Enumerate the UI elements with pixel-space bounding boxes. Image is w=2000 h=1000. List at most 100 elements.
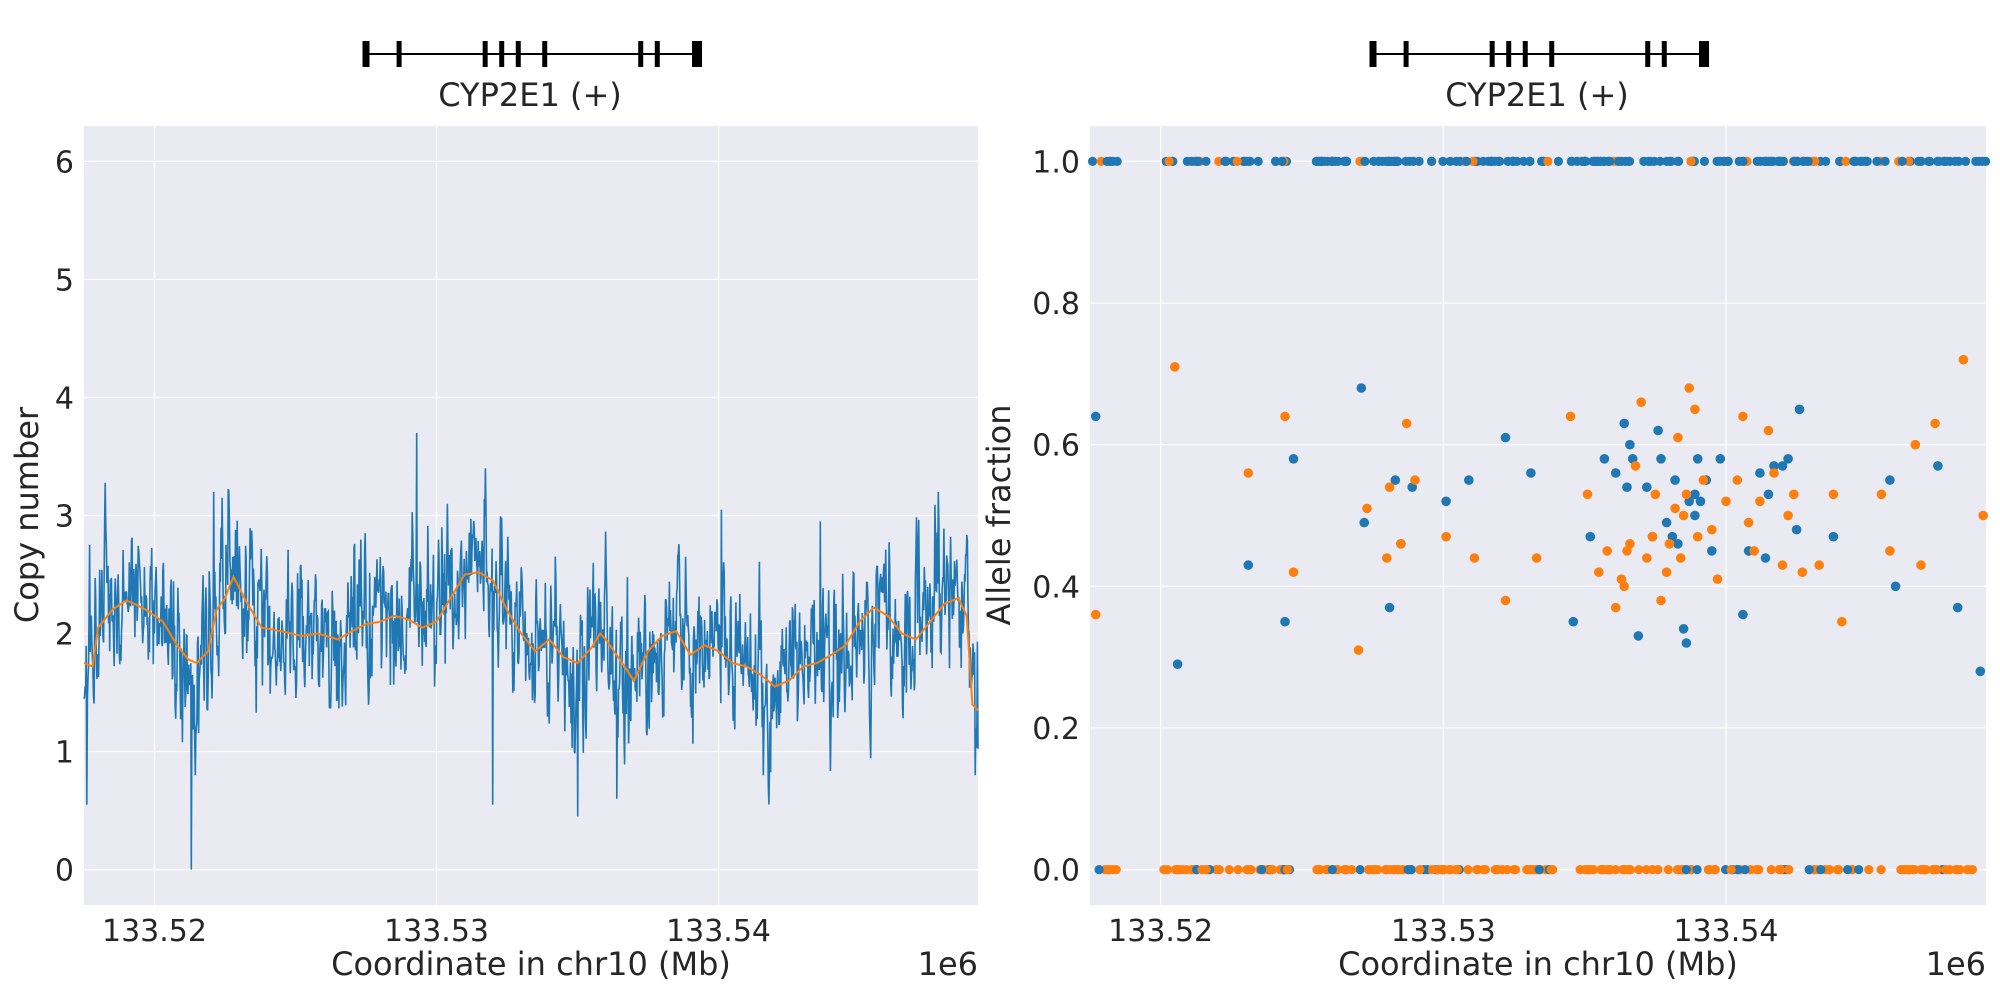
band-point	[1503, 156, 1513, 167]
data-point	[1582, 489, 1593, 500]
band-point	[1282, 864, 1292, 875]
y-tick-label: 6	[55, 145, 74, 180]
band-point	[1726, 864, 1736, 875]
data-point	[1653, 425, 1663, 436]
gene-exon	[1549, 41, 1555, 67]
band-point	[1525, 156, 1535, 167]
data-point	[1916, 560, 1926, 570]
gene-exon	[1369, 41, 1377, 67]
copy-number-panel: CYP2E1 (+) 133.52 133.53 133.54 0 1 2 3 4 5 6 Co…	[8, 41, 979, 983]
x-axis-label: Coordinate in chr10 (Mb)	[331, 945, 731, 983]
band-point	[1681, 864, 1691, 875]
data-point	[1732, 475, 1743, 485]
data-point	[1390, 475, 1401, 485]
data-point	[1594, 567, 1604, 577]
band-point	[1639, 156, 1649, 167]
data-point	[1684, 383, 1694, 393]
data-point	[1353, 645, 1364, 655]
data-point	[1783, 454, 1793, 464]
data-point	[1531, 553, 1542, 563]
gene-exon	[638, 41, 644, 67]
band-point	[1901, 864, 1911, 875]
band-point	[1480, 864, 1490, 875]
band-point	[1803, 156, 1813, 167]
band-point	[1104, 864, 1114, 875]
gene-exon	[1645, 41, 1651, 67]
data-point	[1619, 581, 1629, 592]
y-tick-label: 0.6	[1032, 429, 1080, 464]
gene-exon	[692, 41, 703, 67]
data-point	[1656, 595, 1666, 606]
band-point	[1611, 864, 1621, 875]
grid	[84, 126, 978, 905]
band-point	[1833, 864, 1844, 875]
band-point	[1162, 864, 1173, 875]
band-point	[1699, 156, 1709, 167]
band-point	[1333, 156, 1343, 167]
data-point	[1930, 418, 1940, 429]
y-axis-label: Copy number	[8, 406, 46, 623]
data-point	[1384, 482, 1395, 493]
band-point	[1876, 864, 1886, 875]
band-point	[1577, 156, 1587, 167]
band-point	[1164, 156, 1174, 167]
band-point	[1897, 156, 1907, 167]
data-point	[1828, 489, 1839, 500]
band-point	[1955, 864, 1965, 875]
band-point	[1774, 864, 1784, 875]
x-tick-labels: 133.52 133.53 133.54	[1108, 914, 1778, 949]
band-point	[1512, 156, 1522, 167]
data-point	[1565, 411, 1576, 422]
plot-area	[1090, 126, 1986, 905]
x-tick-label: 133.52	[102, 914, 207, 949]
band-point	[1347, 864, 1357, 875]
band-point	[1740, 864, 1750, 875]
band-point	[1641, 864, 1651, 875]
data-point	[1690, 489, 1700, 500]
band-point	[1961, 156, 1971, 167]
data-point	[1958, 354, 1969, 365]
data-point	[1678, 624, 1689, 634]
y-tick-labels: 0.0 0.2 0.4 0.6 0.8 1.0	[1032, 145, 1080, 888]
data-point	[1642, 553, 1652, 563]
band-point	[1596, 156, 1606, 167]
band-point	[1810, 156, 1820, 167]
band-point	[1567, 156, 1577, 167]
data-point	[1681, 489, 1692, 500]
band-point	[1112, 156, 1122, 167]
band-point	[1253, 156, 1263, 167]
band-point	[1816, 864, 1826, 875]
data-point	[1692, 454, 1703, 464]
allele-fraction-panel: CYP2E1 (+) 133.52 133.53 133.54 0.00.20.40…	[980, 41, 1991, 983]
gene-exon	[1522, 41, 1528, 67]
band-point	[1872, 156, 1882, 167]
band-point	[1186, 156, 1197, 167]
gene-exon	[515, 41, 521, 67]
x-tick-label: 133.53	[1391, 914, 1496, 949]
band-point	[1534, 864, 1544, 875]
band-point	[1408, 156, 1418, 167]
band-point	[1446, 864, 1456, 875]
data-point	[1769, 461, 1779, 471]
data-point	[1681, 638, 1692, 648]
band-point	[1438, 156, 1448, 167]
band-point	[1510, 864, 1521, 875]
band-point	[1224, 864, 1234, 875]
data-point	[1656, 454, 1666, 464]
data-point	[1673, 539, 1683, 549]
data-point	[1625, 539, 1635, 549]
band-point	[1312, 864, 1322, 875]
band-point	[1722, 156, 1732, 167]
data-point	[1978, 510, 1988, 521]
data-point	[1763, 425, 1774, 436]
data-point	[1755, 468, 1765, 478]
band-point	[1473, 864, 1483, 875]
band-point	[1463, 864, 1473, 875]
band-point	[1588, 156, 1598, 167]
band-point	[1925, 156, 1935, 167]
data-point	[1670, 475, 1680, 485]
band-point	[1239, 156, 1249, 167]
data-point	[1777, 461, 1788, 471]
band-point	[1232, 156, 1242, 167]
data-point	[1401, 418, 1412, 429]
